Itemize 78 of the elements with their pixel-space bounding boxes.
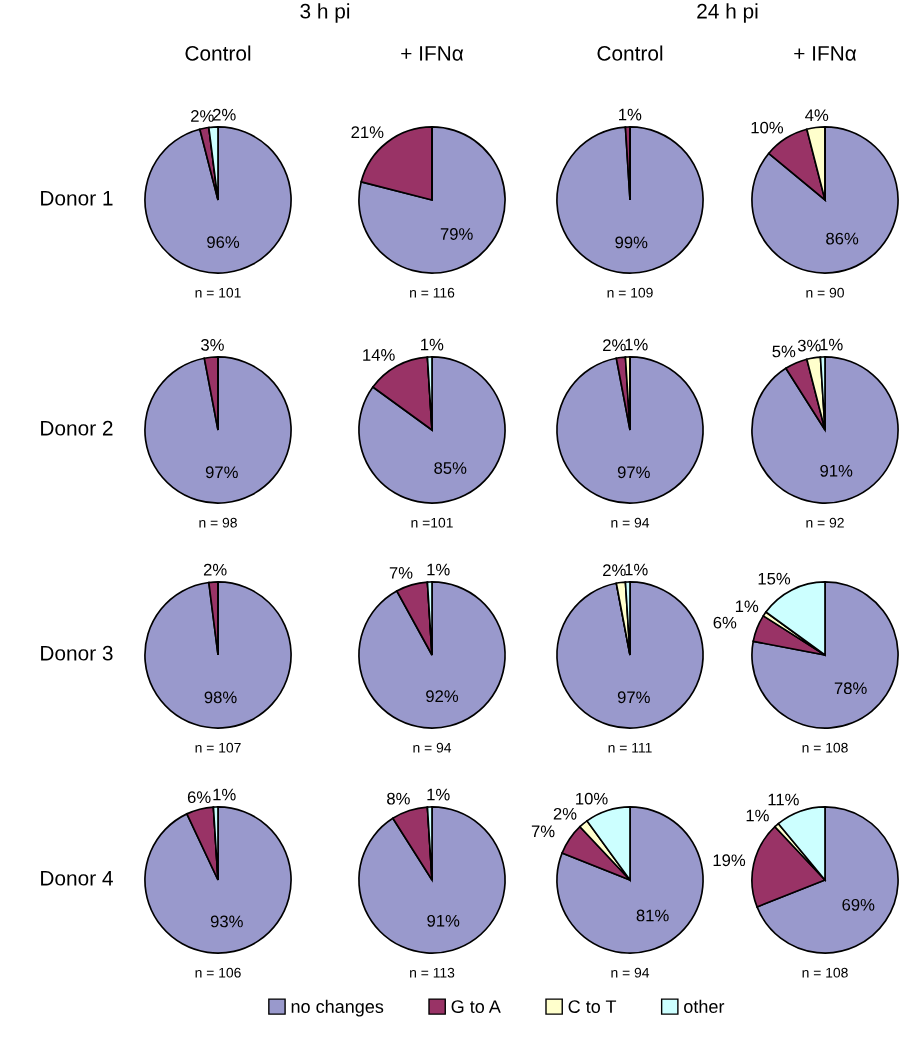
text: 24 h pi: [697, 3, 758, 23]
data-label: 1%: [625, 563, 648, 576]
data-label: 7%: [531, 825, 555, 838]
text: n = 98: [199, 517, 237, 528]
text: n = 116: [410, 287, 455, 298]
legend-label: other: [684, 999, 725, 1013]
data-label: 92%: [426, 690, 459, 703]
data-label: 6%: [187, 791, 211, 804]
text: n = 111: [608, 742, 652, 753]
data-label: 7%: [389, 567, 413, 579]
data-label: 97%: [617, 466, 650, 479]
data-label: 1%: [427, 788, 450, 801]
chart-title: Control: [185, 45, 251, 61]
data-label: 10%: [751, 121, 784, 134]
chart-title: + IFNα: [794, 46, 857, 61]
text: Donor 3: [41, 645, 113, 661]
data-label: 5%: [772, 345, 796, 358]
text: n = 94: [611, 517, 650, 528]
data-label: 93%: [210, 915, 243, 928]
data-label: 81%: [636, 909, 669, 922]
text: n = 108: [802, 742, 848, 753]
data-label: 79%: [440, 228, 473, 240]
data-label: 15%: [758, 572, 791, 585]
data-label: 1%: [746, 809, 769, 822]
data-label: 99%: [615, 236, 648, 249]
data-label: 4%: [805, 109, 829, 122]
data-label: 10%: [576, 792, 608, 805]
legend-label: G to A: [451, 1000, 501, 1013]
data-label: 2%: [212, 108, 236, 121]
data-label: 2%: [553, 807, 577, 820]
data-label: 3%: [201, 339, 224, 351]
data-label: 19%: [713, 854, 746, 867]
data-label: 1%: [619, 108, 642, 121]
text: n = 107: [195, 742, 241, 753]
data-label: 78%: [834, 682, 867, 695]
data-label: 86%: [826, 232, 859, 245]
data-label: 2%: [603, 564, 626, 577]
text: n = 94: [611, 967, 650, 978]
text: Donor 2: [41, 420, 113, 436]
text: Donor 4: [41, 871, 113, 886]
data-label: 98%: [204, 691, 237, 704]
data-label: 96%: [207, 236, 240, 248]
data-label: 85%: [434, 462, 467, 474]
text: n = 113: [410, 967, 455, 978]
data-label: 91%: [427, 914, 460, 927]
text: 3 h pi: [300, 3, 350, 23]
data-label: 14%: [363, 349, 395, 361]
data-label: 97%: [205, 466, 238, 479]
data-label: 6%: [713, 616, 737, 629]
data-label: 2%: [191, 110, 214, 122]
legend-label: C to T: [568, 1000, 617, 1013]
text: n =101: [411, 517, 453, 528]
text: n = 90: [806, 287, 844, 298]
chart-title: Control: [597, 45, 663, 61]
data-label: 69%: [842, 898, 875, 911]
text: n = 106: [195, 967, 241, 978]
data-label: 3%: [797, 339, 821, 352]
data-label: 11%: [768, 793, 799, 806]
text: n = 92: [806, 517, 844, 528]
data-label: 1%: [421, 338, 444, 351]
data-label: 1%: [213, 788, 236, 801]
data-label: 2%: [203, 563, 227, 576]
data-label: 2%: [603, 339, 626, 352]
text: n = 109: [607, 287, 653, 298]
data-label: 21%: [351, 126, 384, 139]
legend-label: no changes: [291, 999, 384, 1017]
text: n = 108: [802, 967, 848, 978]
text: n = 94: [413, 742, 452, 753]
data-label: 1%: [625, 338, 648, 351]
data-label: 91%: [820, 464, 853, 477]
data-label: 1%: [735, 600, 759, 613]
chart-title: + IFNα: [401, 46, 464, 61]
text: Donor 1: [41, 191, 113, 206]
text: n = 101: [195, 287, 241, 298]
data-label: 1%: [820, 338, 843, 351]
data-label: 97%: [617, 691, 650, 704]
data-label: 8%: [387, 792, 410, 805]
data-label: 1%: [427, 563, 450, 576]
